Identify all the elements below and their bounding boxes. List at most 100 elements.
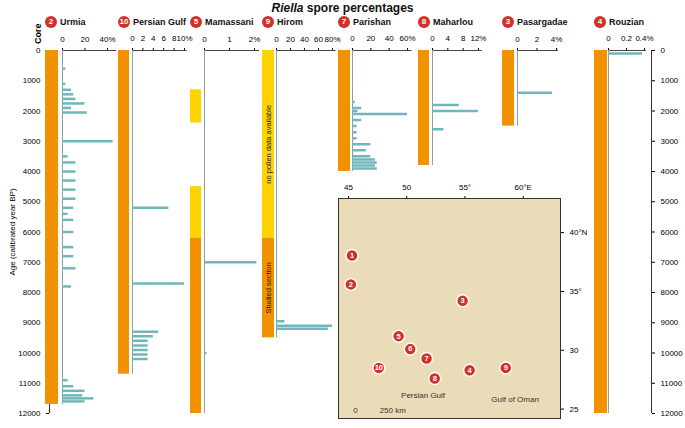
svg-text:250 km: 250 km	[380, 406, 407, 415]
html-text:Hirom: Hirom	[277, 17, 303, 27]
svg-text:2: 2	[141, 34, 146, 43]
svg-text:Persian Gulf: Persian Gulf	[401, 391, 446, 400]
svg-text:6: 6	[161, 34, 166, 43]
svg-text:Studied section: Studied section	[264, 262, 273, 313]
svg-text:2%: 2%	[249, 35, 261, 44]
svg-text:0: 0	[353, 406, 358, 415]
svg-text:60: 60	[314, 35, 323, 44]
svg-text:1000: 1000	[23, 76, 41, 85]
svg-text:10000: 10000	[661, 349, 684, 358]
svg-text:4: 4	[446, 34, 451, 43]
svg-text:50: 50	[402, 183, 411, 192]
svg-text:6: 6	[408, 344, 412, 353]
svg-text:2000: 2000	[23, 107, 41, 116]
svg-text:80%: 80%	[324, 35, 340, 44]
html-text:Rouzian: Rouzian	[609, 17, 644, 27]
svg-text:3000: 3000	[23, 137, 41, 146]
svg-text:9000: 9000	[661, 318, 679, 327]
svg-text:7000: 7000	[661, 258, 679, 267]
svg-text:1: 1	[350, 251, 354, 260]
svg-text:Core: Core	[33, 23, 43, 44]
svg-text:40%: 40%	[99, 35, 115, 44]
svg-text:55°: 55°	[459, 183, 471, 192]
svg-text:25: 25	[570, 405, 579, 414]
svg-text:40: 40	[300, 35, 309, 44]
svg-text:4: 4	[151, 34, 156, 43]
html-text:Riella spore percentages: Riella spore percentages	[271, 1, 414, 15]
svg-text:0: 0	[606, 34, 611, 43]
svg-text:9: 9	[504, 363, 508, 372]
html-text:2: 2	[48, 17, 54, 26]
svg-text:40°N: 40°N	[570, 228, 588, 237]
html-text:Urmia: Urmia	[60, 17, 86, 27]
svg-text:8000: 8000	[23, 288, 41, 297]
svg-text:0: 0	[60, 35, 65, 44]
svg-text:2000: 2000	[661, 107, 679, 116]
svg-text:3000: 3000	[661, 137, 679, 146]
svg-text:35°: 35°	[570, 287, 582, 296]
svg-text:11000: 11000	[19, 379, 41, 388]
svg-text:10%: 10%	[177, 34, 193, 43]
svg-text:60°E: 60°E	[515, 183, 532, 192]
svg-text:30: 30	[570, 346, 579, 355]
html-text:4: 4	[597, 17, 603, 26]
svg-text:5000: 5000	[661, 197, 679, 206]
html-text:Pasargadae: Pasargadae	[517, 17, 568, 27]
svg-text:8000: 8000	[661, 288, 679, 297]
svg-text:0.4%: 0.4%	[635, 34, 653, 43]
html-text:Mamassani: Mamassani	[205, 17, 254, 27]
svg-text:4%: 4%	[551, 35, 563, 44]
svg-text:Gulf of Oman: Gulf of Oman	[491, 395, 539, 404]
html-text:Maharlou: Maharlou	[433, 17, 473, 27]
svg-text:7: 7	[424, 354, 428, 363]
html-text:5: 5	[193, 17, 199, 26]
svg-text:1000: 1000	[661, 76, 679, 85]
svg-text:0: 0	[274, 35, 279, 44]
svg-text:8: 8	[433, 374, 437, 383]
svg-text:3: 3	[461, 296, 465, 305]
svg-text:8: 8	[461, 34, 466, 43]
svg-text:10: 10	[375, 363, 383, 372]
svg-text:20: 20	[286, 35, 295, 44]
svg-text:0: 0	[661, 46, 666, 55]
svg-text:5: 5	[397, 332, 401, 341]
html-text:7: 7	[341, 17, 347, 26]
svg-text:0: 0	[36, 46, 41, 55]
svg-text:40: 40	[385, 34, 394, 43]
svg-text:0: 0	[430, 34, 435, 43]
svg-text:6000: 6000	[661, 228, 679, 237]
svg-text:0.2: 0.2	[621, 34, 633, 43]
svg-text:2: 2	[349, 280, 353, 289]
svg-text:4: 4	[468, 366, 473, 375]
svg-text:20: 20	[366, 34, 375, 43]
svg-text:6000: 6000	[23, 228, 41, 237]
svg-text:5000: 5000	[23, 197, 41, 206]
svg-text:no pollen data available: no pollen data available	[264, 105, 273, 184]
svg-text:12000: 12000	[661, 409, 684, 418]
svg-text:20: 20	[81, 35, 90, 44]
html-text:Parishan: Parishan	[353, 17, 391, 27]
svg-text:0: 0	[130, 34, 135, 43]
html-text:10: 10	[119, 17, 129, 26]
html-text:Persian Gulf: Persian Gulf	[133, 17, 186, 27]
svg-text:Age (calibrated year BP): Age (calibrated year BP)	[8, 188, 17, 275]
svg-text:8: 8	[171, 34, 177, 44]
html-text:8: 8	[421, 17, 427, 26]
svg-text:4000: 4000	[23, 167, 41, 176]
svg-text:2: 2	[535, 35, 540, 44]
svg-text:11000: 11000	[661, 379, 683, 388]
html-text:9: 9	[265, 17, 271, 26]
svg-text:12%: 12%	[470, 34, 486, 43]
svg-text:4000: 4000	[661, 167, 679, 176]
svg-text:9000: 9000	[23, 318, 41, 327]
svg-text:1: 1	[227, 35, 232, 44]
html-text:3: 3	[505, 17, 511, 26]
svg-text:12000: 12000	[18, 409, 41, 418]
svg-text:7000: 7000	[23, 258, 41, 267]
svg-text:10000: 10000	[18, 349, 41, 358]
svg-text:60%: 60%	[400, 34, 416, 43]
svg-text:0: 0	[202, 35, 207, 44]
svg-text:0: 0	[515, 35, 520, 44]
svg-text:45: 45	[344, 183, 353, 192]
svg-text:0: 0	[350, 34, 355, 43]
